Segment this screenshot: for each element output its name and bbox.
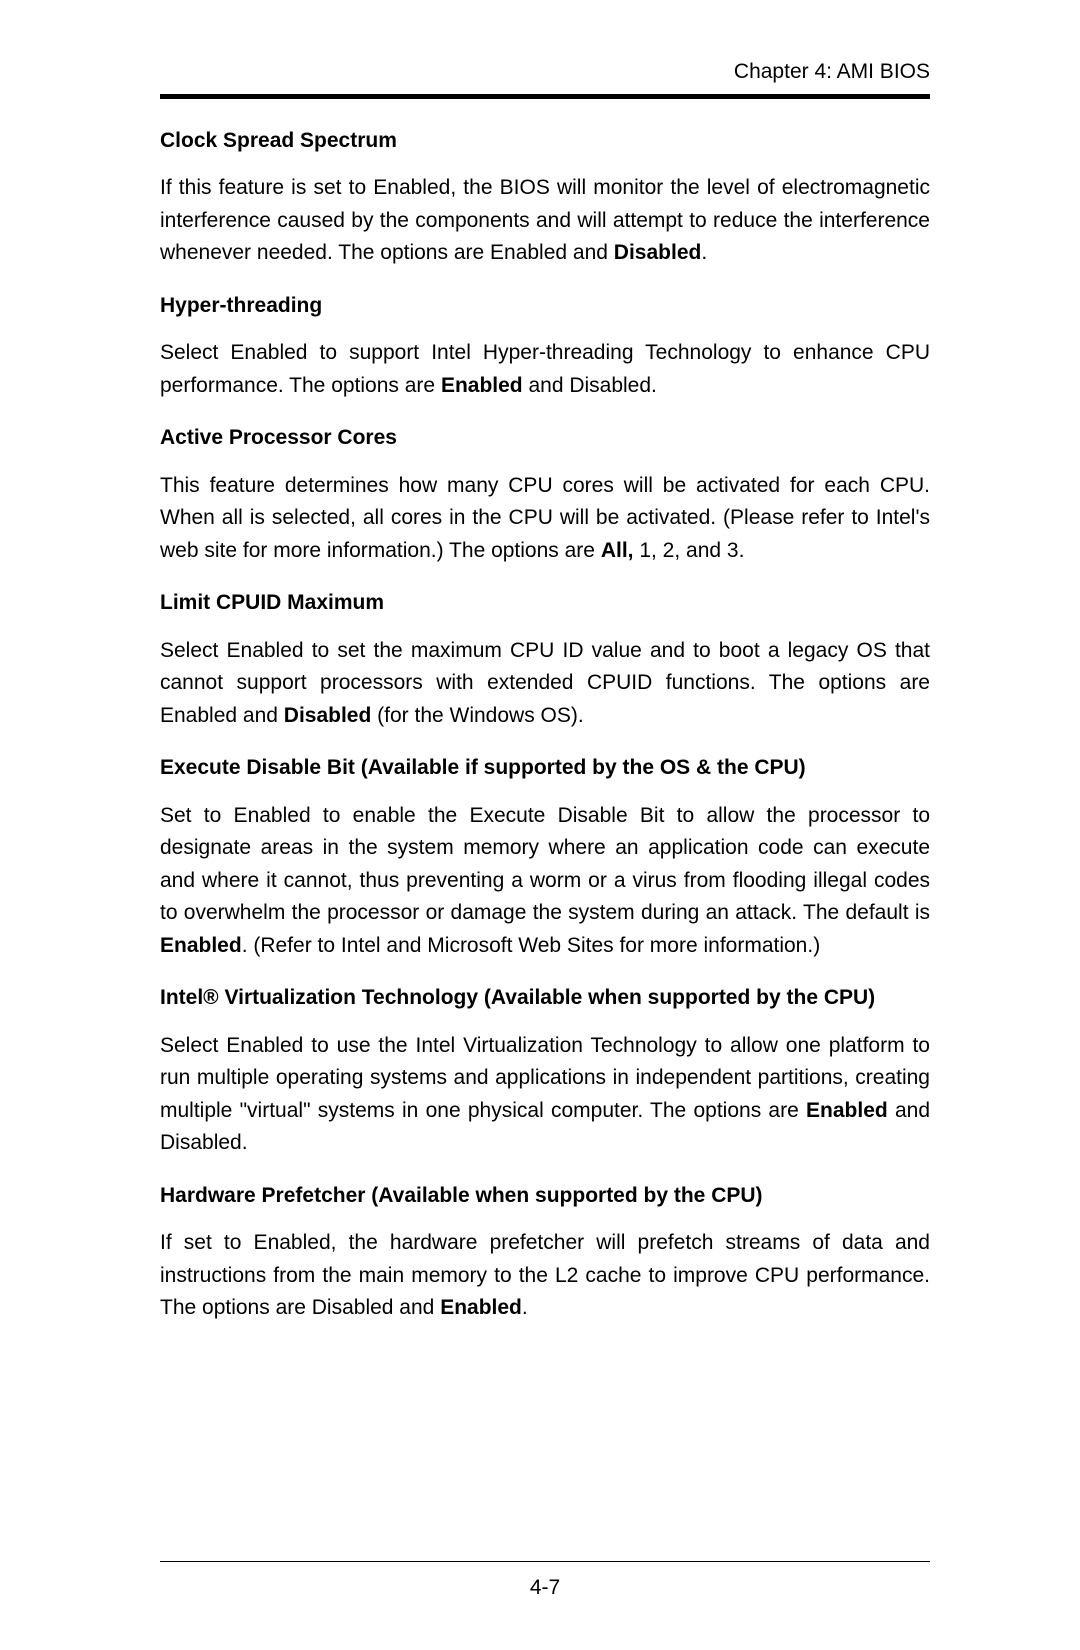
section-body: Set to Enabled to enable the Execute Dis… xyxy=(160,800,930,963)
section-body: Select Enabled to set the maximum CPU ID… xyxy=(160,635,930,733)
section-heading: Clock Spread Spectrum xyxy=(160,127,930,154)
document-page: Chapter 4: AMI BIOS Clock Spread Spectru… xyxy=(0,0,1080,1650)
page-footer: 4-7 xyxy=(160,1561,930,1600)
section-body: If set to Enabled, the hardware prefetch… xyxy=(160,1227,930,1325)
section-heading: Active Processor Cores xyxy=(160,424,930,451)
section-body: Select Enabled to use the Intel Virtuali… xyxy=(160,1030,930,1160)
chapter-title: Chapter 4: AMI BIOS xyxy=(734,60,930,83)
section-body: Select Enabled to support Intel Hyper-th… xyxy=(160,337,930,402)
page-header: Chapter 4: AMI BIOS xyxy=(160,60,930,99)
page-content: Clock Spread Spectrum If this feature is… xyxy=(160,99,930,1561)
section-heading: Limit CPUID Maximum xyxy=(160,589,930,616)
section-heading: Hyper-threading xyxy=(160,292,930,319)
section-body: This feature determines how many CPU cor… xyxy=(160,470,930,568)
section-body: If this feature is set to Enabled, the B… xyxy=(160,172,930,270)
section-heading: Intel® Virtualization Technology (Availa… xyxy=(160,984,930,1011)
section-heading: Hardware Prefetcher (Available when supp… xyxy=(160,1182,930,1209)
page-number: 4-7 xyxy=(530,1576,560,1599)
section-heading: Execute Disable Bit (Available if suppor… xyxy=(160,754,930,781)
